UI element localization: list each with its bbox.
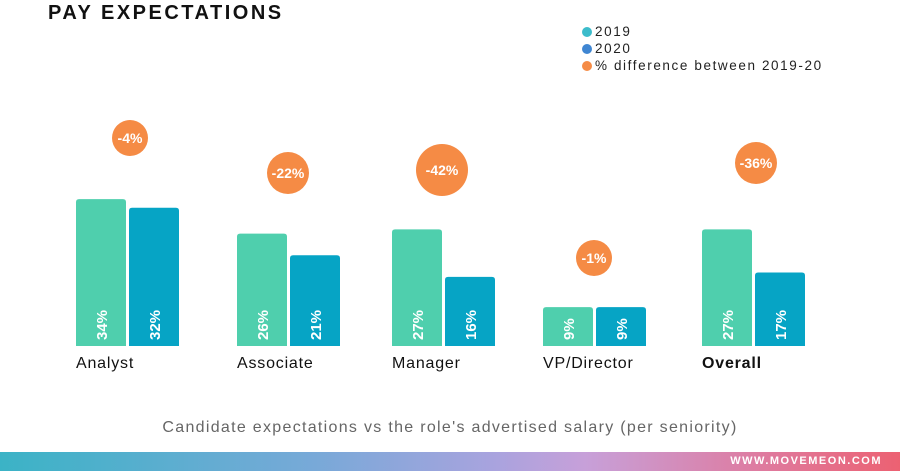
bar-2020-vpdirector [596,307,646,346]
bar-value-label: 27% [720,310,737,340]
legend-label: 2020 [595,41,632,56]
bar-value-label: 9% [561,318,578,340]
difference-label: -1% [582,250,607,266]
footer-bar: WWW.MOVEMEON.COM [0,452,900,471]
legend-item-2019: 2019 [582,23,823,40]
difference-bubble [267,152,309,194]
bar-2019-vpdirector [543,307,593,346]
difference-bubble [576,240,612,276]
bar-value-label: 9% [614,318,631,340]
legend-label: 2019 [595,24,632,39]
difference-label: -36% [740,155,773,171]
bar-2019-overall [702,229,752,346]
difference-bubble [112,120,148,156]
difference-label: -42% [426,162,459,178]
bar-2019-manager [392,229,442,346]
bar-chart: 34% 32% Analyst -4% 26% 21% Associate -22% 27% 16… [76,120,805,372]
category-label: Associate [237,355,314,372]
chart-caption: Candidate expectations vs the role's adv… [162,419,738,436]
bar-value-label: 34% [94,310,111,340]
bar-value-label: 21% [308,310,325,340]
bar-value-label: 32% [147,310,164,340]
category-label: Analyst [76,355,134,372]
chart-title: PAY EXPECTATIONS [48,2,284,24]
difference-label: -22% [272,165,305,181]
legend-item-2020: 2020 [582,40,823,57]
bar-2019-analyst [76,199,126,346]
bar-value-label: 26% [255,310,272,340]
legend: 2019 2020 % difference between 2019-20 [582,23,823,74]
category-label: VP/Director [543,355,634,372]
category-label: Overall [702,355,762,372]
bar-value-label: 17% [773,310,790,340]
legend-dot-difference-icon [582,60,592,71]
difference-label: -4% [118,130,143,146]
bar-2020-analyst [129,207,179,346]
bar-value-label: 16% [463,310,480,340]
bar-2020-manager [445,276,495,346]
legend-dot-2019-icon [582,26,592,37]
legend-dot-2020-icon [582,43,592,54]
legend-item-difference: % difference between 2019-20 [582,57,823,74]
difference-bubble [416,144,468,196]
bar-2020-overall [755,272,805,346]
legend-label: % difference between 2019-20 [595,58,823,73]
category-label: Manager [392,355,461,372]
bar-2019-associate [237,233,287,346]
website-link[interactable]: WWW.MOVEMEON.COM [730,455,882,467]
bar-value-label: 27% [410,310,427,340]
difference-bubble [735,142,777,184]
bar-2020-associate [290,255,340,346]
